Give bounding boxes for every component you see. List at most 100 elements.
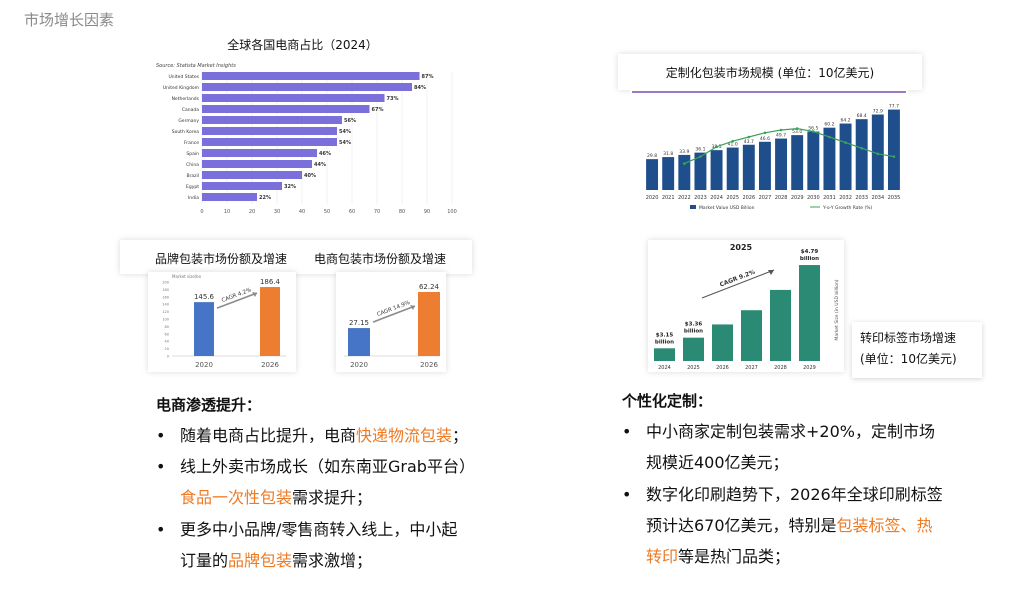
growth-point — [828, 135, 831, 139]
x-tick-label: 2033 — [855, 195, 868, 201]
category-label: Netherlands — [172, 96, 200, 102]
value-label: billion — [684, 329, 703, 335]
bar — [791, 135, 804, 190]
ecommerce-packaging-card: 27.15 2020 62.24 2026 CAGR 14.9% — [336, 272, 446, 372]
growth-point — [892, 155, 896, 158]
transfer-caption-line1: 转印标签市场增速 — [860, 331, 957, 345]
bar — [823, 127, 836, 190]
y-tick-label: 60 — [165, 332, 169, 336]
category-label: Spain — [186, 151, 199, 157]
ecommerce-share-card: 全球各国电商占比（2024） Source: Statista Market I… — [142, 28, 463, 220]
chart-header: Market size/bn — [172, 274, 202, 279]
bar — [742, 144, 755, 190]
bullet-text: 订量的品牌包装需求激增； — [180, 551, 373, 570]
value-label: 33.9 — [679, 149, 689, 155]
value-label: billion — [800, 256, 819, 262]
bar — [202, 160, 312, 168]
bar — [758, 141, 771, 190]
x-tick-label: 2030 — [807, 195, 820, 201]
category-label: China — [186, 162, 199, 168]
bullet-text: 随着电商占比提升，电商快递物流包装； — [180, 426, 469, 445]
left-section-heading: 电商渗透提升： — [156, 396, 262, 414]
bullet-text: 线上外卖市场成长（如东南亚Grab平台） — [180, 457, 475, 476]
bar — [694, 152, 707, 190]
right-bullets: • 中小商家定制包装需求+20%，定制市场 规模近400亿美元； • 数字化印刷… — [622, 418, 1012, 583]
x-tick-label: 2035 — [888, 195, 901, 201]
bar — [418, 291, 440, 356]
category-label: Canada — [182, 107, 199, 113]
bar — [202, 138, 337, 146]
growth-point — [844, 141, 847, 144]
bar — [260, 287, 280, 356]
left-bullets: • 随着电商占比提升，电商快递物流包装； • 线上外卖市场成长（如东南亚Grab… — [156, 422, 556, 582]
x-tick-label: 2020 — [646, 195, 659, 201]
x-tick-label: 2020 — [195, 361, 213, 369]
bullet-dot-icon: • — [622, 422, 632, 441]
bar — [839, 123, 852, 190]
x-tick-label: 2026 — [716, 365, 729, 371]
value-label: 49.7 — [776, 133, 786, 139]
bullet-dot-icon: • — [622, 485, 632, 504]
growth-point — [779, 128, 783, 132]
value-label: 36.1 — [695, 147, 705, 153]
value-label: 186.4 — [260, 278, 281, 286]
ecommerce-chart-title: 全球各国电商占比（2024） — [227, 38, 378, 52]
y-tick-label: 160 — [162, 295, 169, 299]
value-label: 145.6 — [194, 293, 215, 301]
bar — [710, 150, 723, 190]
y-tick-label: 120 — [162, 310, 169, 314]
bar — [202, 127, 337, 135]
brand-packaging-card: Market size/bn 0 20 40 60 80 100 120 140 160 180 20… — [148, 272, 296, 372]
growth-point — [860, 146, 863, 150]
x-tick-label: 80 — [399, 209, 405, 215]
bar — [887, 109, 900, 190]
growth-point — [763, 131, 767, 135]
custom-packaging-title-card: 定制化包装市场规模 (单位：10亿美元) — [618, 54, 922, 90]
category-label: United Kingdom — [163, 85, 199, 91]
cagr-arrow-head — [768, 270, 774, 275]
x-tick-label: 70 — [374, 209, 380, 215]
x-tick-label: 2022 — [678, 195, 691, 201]
growth-point — [876, 152, 880, 156]
cagr-arrow-head — [252, 292, 257, 298]
x-tick-label: 2031 — [823, 195, 836, 201]
x-tick-label: 30 — [274, 209, 280, 215]
value-label: 53.0 — [792, 129, 802, 135]
bullet-dot-icon: • — [156, 520, 166, 539]
bar — [712, 324, 733, 361]
value-label: 32% — [284, 184, 296, 190]
bullet-text: 规模近400亿美元； — [646, 453, 789, 472]
x-tick-label: 2034 — [871, 195, 884, 201]
bar — [202, 94, 385, 102]
custom-packaging-chart: 29.8202031.8202133.9202236.1202338.52024… — [632, 91, 906, 211]
growth-point — [731, 139, 734, 143]
x-tick-label: 50 — [324, 209, 330, 215]
custom-chart-title: 定制化包装市场规模 (单位：10亿美元) — [665, 66, 875, 80]
growth-point — [715, 145, 718, 149]
value-label: 27.15 — [349, 319, 369, 327]
value-label: 64.2 — [841, 118, 851, 124]
value-label: 22% — [259, 195, 271, 201]
x-tick-label: 100 — [447, 209, 457, 215]
transfer-label-chart: 20252024$3.15billion2025$3.36billion2026… — [654, 243, 840, 371]
y-tick-label: 200 — [162, 281, 169, 285]
bar — [202, 171, 302, 179]
value-label: 67% — [372, 107, 384, 113]
x-tick-label: 2020 — [350, 361, 368, 369]
x-tick-label: 2023 — [694, 195, 707, 201]
bullet-text: 食品一次性包装需求提升； — [180, 488, 373, 507]
value-label: 31.8 — [663, 151, 673, 157]
bar — [678, 154, 691, 190]
value-label: 84% — [414, 85, 426, 91]
x-tick-label: 60 — [349, 209, 355, 215]
value-label: 68.4 — [857, 113, 867, 119]
bullet-text: 预计达670亿美元，特别是包装标签、热 — [646, 516, 933, 535]
x-tick-label: 2027 — [745, 365, 758, 371]
growth-point — [795, 127, 799, 130]
bar — [775, 138, 788, 190]
ecpkg-chart-title: 电商包装市场份额及增速 — [314, 252, 447, 266]
legend-label: Y-o-Y Growth Rate (%) — [822, 205, 873, 211]
bar — [799, 265, 820, 361]
bar — [855, 119, 868, 190]
